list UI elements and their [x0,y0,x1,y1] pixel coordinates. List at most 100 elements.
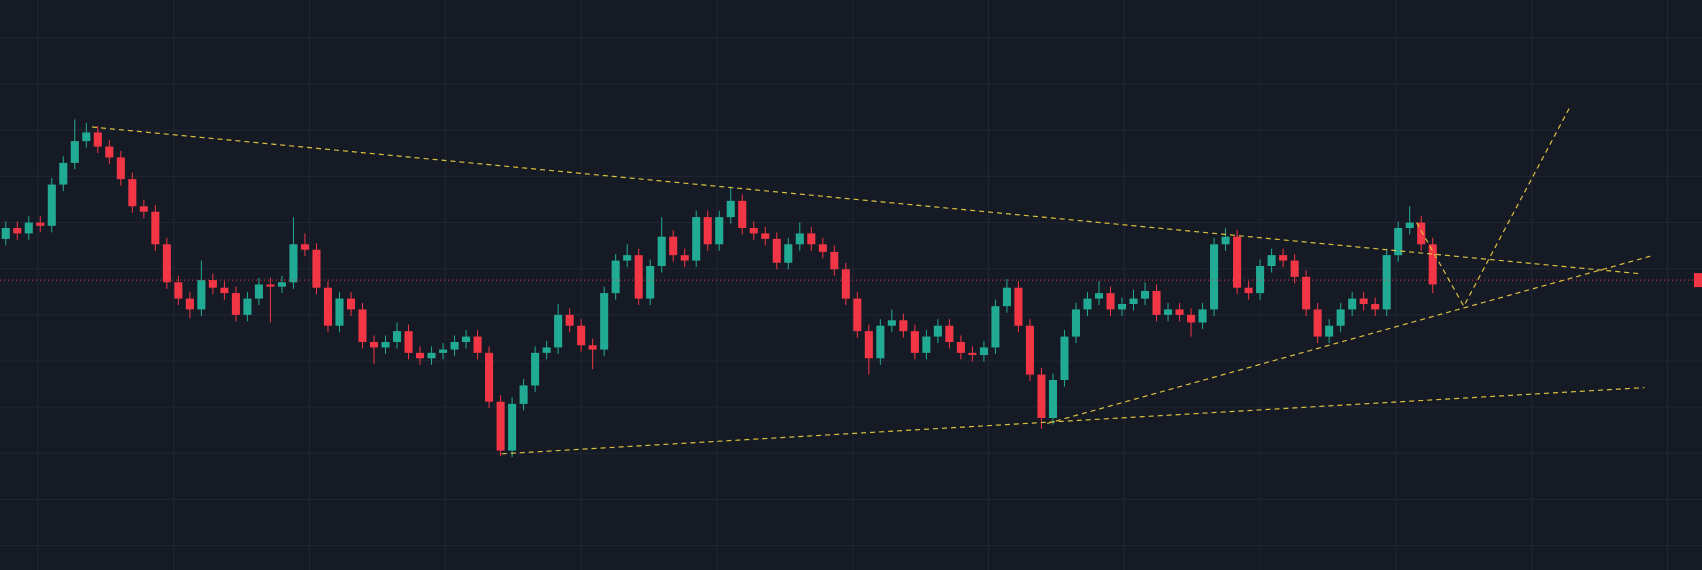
candle-body [254,284,263,299]
candle-body [1417,222,1426,245]
candle-body [853,298,862,332]
candle-body [243,298,252,315]
candle-body [979,347,988,356]
candle-body [1371,304,1380,310]
candle-body [220,287,229,294]
candle-body [1348,298,1357,310]
candle-body [473,336,482,353]
candle-body [404,331,413,353]
candle-body [519,385,528,404]
candle-body [439,349,448,353]
last-price-marker [1694,273,1702,288]
candle-body [496,401,505,451]
candle-body [1152,290,1161,315]
candle-body [772,238,781,263]
candle-body [300,244,309,250]
candle-body [761,233,770,239]
candle-body [1060,336,1069,380]
candle-body [346,298,356,310]
candle-body [1302,276,1311,310]
candle-body [1175,309,1184,315]
candle-body [335,298,344,326]
candle-body [416,352,425,359]
candle-body [197,280,206,310]
candle-body [1048,380,1057,418]
candle-body [945,325,954,342]
candle-body [1083,298,1092,310]
candle-body [565,314,574,326]
candle-body [968,352,977,356]
candle-body [369,342,379,348]
candle-body [1267,255,1276,266]
candle-body [36,222,45,226]
candle-body [13,228,22,234]
candle-body [1117,304,1127,310]
candle-body [1394,228,1403,256]
candle-body [1071,309,1081,337]
candle-body [1129,298,1138,304]
candle-body [692,217,701,261]
candle-body [784,244,793,263]
candle-body [508,403,517,451]
candle-body [703,217,712,245]
candle-body [910,331,919,353]
trend-line [1416,105,1572,308]
candle-body [841,269,850,299]
candle-body [24,222,33,234]
candle-body [358,309,367,342]
candle-body [485,352,494,402]
candle-body [208,280,217,288]
candle-body [1198,309,1207,323]
candle-body [266,284,275,287]
candle-body [542,347,551,353]
candle-body [588,345,597,350]
candle-body [726,200,735,218]
candle-body [185,298,194,310]
candle-body [1290,260,1299,277]
candle-body [289,244,298,283]
candle-body [634,255,643,299]
candle-body [1106,293,1115,310]
candle-body [830,251,839,270]
candle-body [462,336,471,342]
candle-body [1233,236,1242,288]
candle-body [680,255,689,261]
candle-body [427,352,436,359]
candle-body [887,320,896,326]
candle-body [1,228,10,239]
candle-body [577,325,586,346]
candle-body [807,233,816,245]
candle-body [450,342,459,350]
candle-body [657,236,666,266]
candle-body [105,146,114,158]
candle-body [1164,309,1173,315]
candle-body [1279,255,1288,261]
candle-body [1187,314,1196,323]
candle-body [151,211,160,245]
candle-body [1210,244,1219,310]
candle-body [312,249,321,288]
candle-body [1014,287,1023,326]
candle-body [1325,325,1334,337]
candle-body [554,314,563,348]
candle-body [611,260,620,294]
candle-body [738,200,747,228]
candle-body [174,282,183,299]
candle-body [818,244,827,252]
candle-body [93,132,102,147]
candle-body [59,162,68,185]
candle-body [623,255,632,261]
candle-body [128,179,137,207]
candle-body [47,184,56,226]
candle-body [1382,255,1391,310]
candle-body [70,141,79,163]
trend-line [92,126,1639,275]
candle-body [1336,309,1345,326]
candle-body [139,206,148,212]
candle-body [531,352,540,386]
candle-body [1359,298,1368,304]
candle-body [1244,287,1253,294]
candle-body [922,336,931,353]
candle-body [749,228,758,234]
